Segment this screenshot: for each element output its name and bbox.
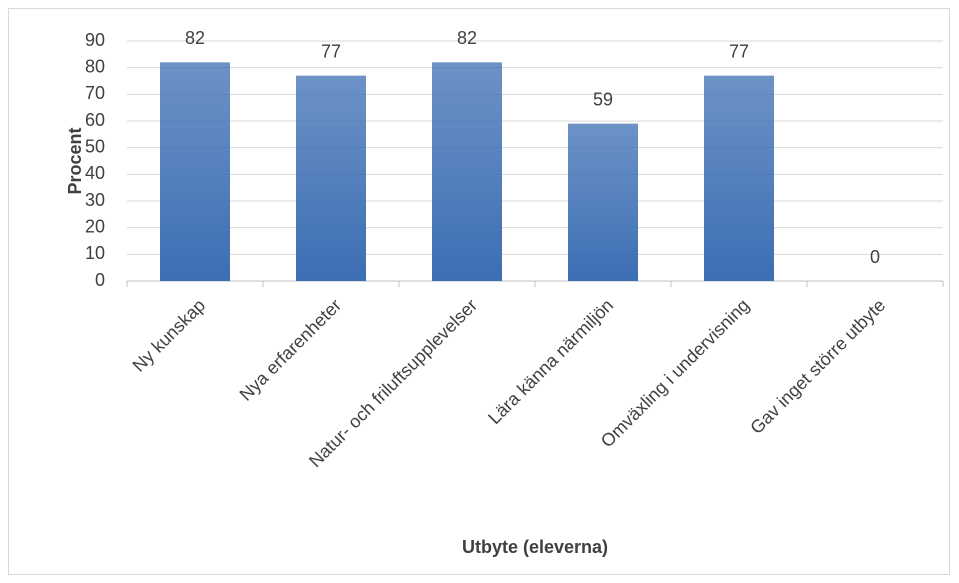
y-tick-label: 80 — [85, 56, 105, 76]
data-label: 0 — [870, 247, 880, 267]
data-label: 82 — [185, 28, 205, 48]
y-tick-label: 40 — [85, 163, 105, 183]
x-axis-title: Utbyte (eleverna) — [462, 537, 608, 557]
data-label: 77 — [321, 41, 341, 61]
bar — [704, 75, 774, 282]
y-tick-label: 60 — [85, 110, 105, 130]
data-label: 77 — [729, 41, 749, 61]
y-axis-title: Procent — [65, 127, 85, 194]
y-tick-label: 0 — [95, 270, 105, 290]
y-tick-label: 10 — [85, 243, 105, 263]
bar — [296, 75, 366, 282]
data-label: 82 — [457, 28, 477, 48]
data-label: 59 — [593, 89, 613, 109]
bar — [432, 62, 502, 282]
y-tick-label: 70 — [85, 83, 105, 103]
y-tick-label: 20 — [85, 216, 105, 236]
y-tick-label: 90 — [85, 30, 105, 50]
y-tick-label: 50 — [85, 136, 105, 156]
bar — [160, 62, 230, 282]
y-tick-label: 30 — [85, 190, 105, 210]
bar — [568, 123, 638, 282]
